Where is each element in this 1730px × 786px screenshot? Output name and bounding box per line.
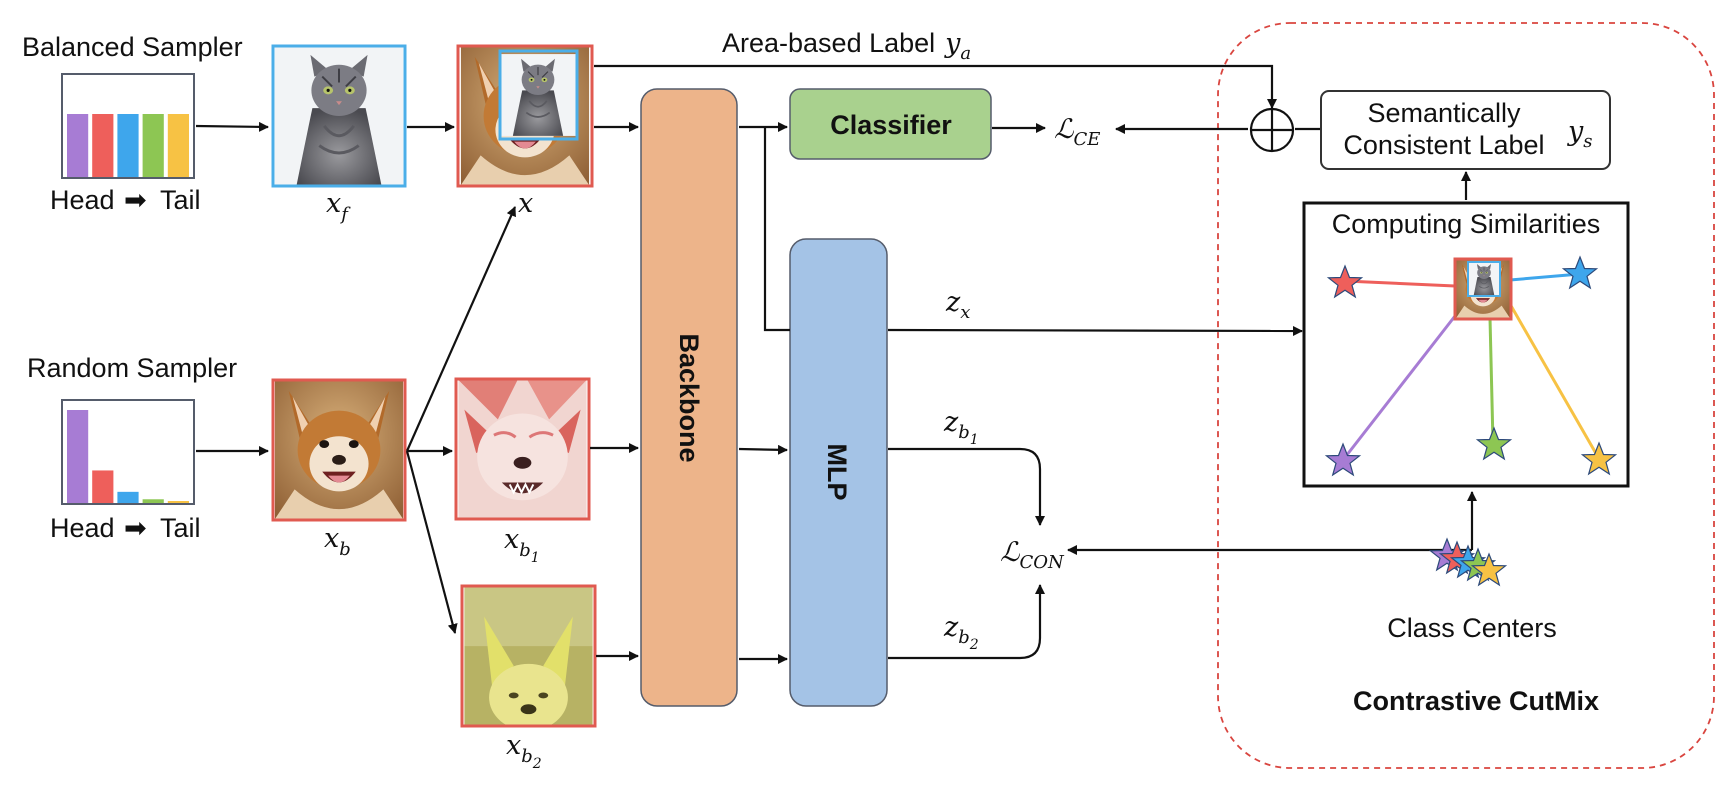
balanced-bar-5	[167, 114, 189, 177]
semantic-label-line2: Consistent Label	[1343, 130, 1544, 160]
random-bar-2	[92, 470, 114, 503]
classifier-block: Classifier	[789, 88, 992, 160]
random-tail-label: Tail	[160, 513, 201, 543]
random-bar-5	[167, 501, 189, 503]
balanced-bar-2	[92, 114, 114, 177]
balanced-bar-4	[142, 114, 164, 177]
sim-edge-red	[1344, 279, 1456, 288]
balanced-sampler-axis-labels: Head ➡ Tail	[50, 185, 201, 215]
contrastive-cutmix-title: Contrastive CutMix	[1353, 686, 1599, 716]
arrow-right-icon: ➡	[124, 513, 147, 543]
image-x-cutmix	[456, 44, 594, 188]
sim-edge-green	[1488, 317, 1495, 444]
arrow-right-icon: ➡	[124, 185, 147, 215]
z-b1-label: zb1	[943, 407, 979, 448]
random-bar-3	[117, 491, 139, 503]
backbone-label: Backbone	[674, 333, 704, 462]
random-bar-4	[142, 499, 164, 503]
label-x: x	[518, 188, 533, 219]
image-x-b1	[454, 377, 591, 521]
sim-edge-purple	[1341, 315, 1457, 461]
class-centers-cluster	[1429, 538, 1507, 586]
random-bar-1	[67, 410, 89, 503]
z-b2-label: zb2	[943, 612, 979, 653]
balanced-head-label: Head	[50, 185, 115, 215]
sim-edge-blue	[1509, 272, 1581, 282]
image-x-b	[271, 378, 407, 522]
label-x-b2: xb2	[506, 730, 542, 772]
z-x-label: zx	[945, 287, 970, 323]
similarity-panel-title: Computing Similarities	[1332, 209, 1601, 239]
balanced-bar-3	[117, 114, 139, 177]
oplus-combine-icon	[1249, 107, 1295, 153]
image-x-b2	[460, 584, 597, 728]
random-sampler-chart	[61, 399, 195, 505]
similarity-panel: Computing Similarities	[1302, 201, 1630, 488]
mlp-label: MLP	[822, 444, 852, 501]
flow-arrows	[195, 64, 1477, 664]
balanced-tail-label: Tail	[160, 185, 201, 215]
loss-ce-label: ℒCE	[1054, 114, 1100, 150]
image-x-f	[271, 44, 407, 188]
random-sampler-title: Random Sampler	[27, 353, 237, 383]
semantic-label-line1: Semantically	[1367, 98, 1521, 128]
semantic-label-box: Semantically Consistent Label ys	[1320, 90, 1611, 170]
balanced-sampler-chart	[61, 73, 195, 179]
random-head-label: Head	[50, 513, 115, 543]
loss-con-label: ℒCON	[1000, 537, 1065, 573]
contrastive-cutmix-region	[1217, 22, 1715, 769]
sim-edge-yellow	[1508, 303, 1600, 458]
balanced-bar-1	[67, 114, 89, 177]
random-sampler-axis-labels: Head ➡ Tail	[50, 513, 201, 543]
classifier-label: Classifier	[830, 110, 952, 140]
balanced-sampler-title: Balanced Sampler	[22, 32, 243, 62]
area-based-label: Area-based Label ya	[722, 28, 971, 64]
label-x-b: xb	[324, 523, 351, 560]
class-centers-label: Class Centers	[1387, 613, 1557, 643]
label-x-f: xf	[326, 188, 351, 225]
backbone-block: Backbone	[640, 88, 738, 707]
label-x-b1: xb1	[504, 524, 540, 566]
y-s-label: ys	[1567, 116, 1593, 152]
mlp-block: MLP	[789, 238, 888, 707]
